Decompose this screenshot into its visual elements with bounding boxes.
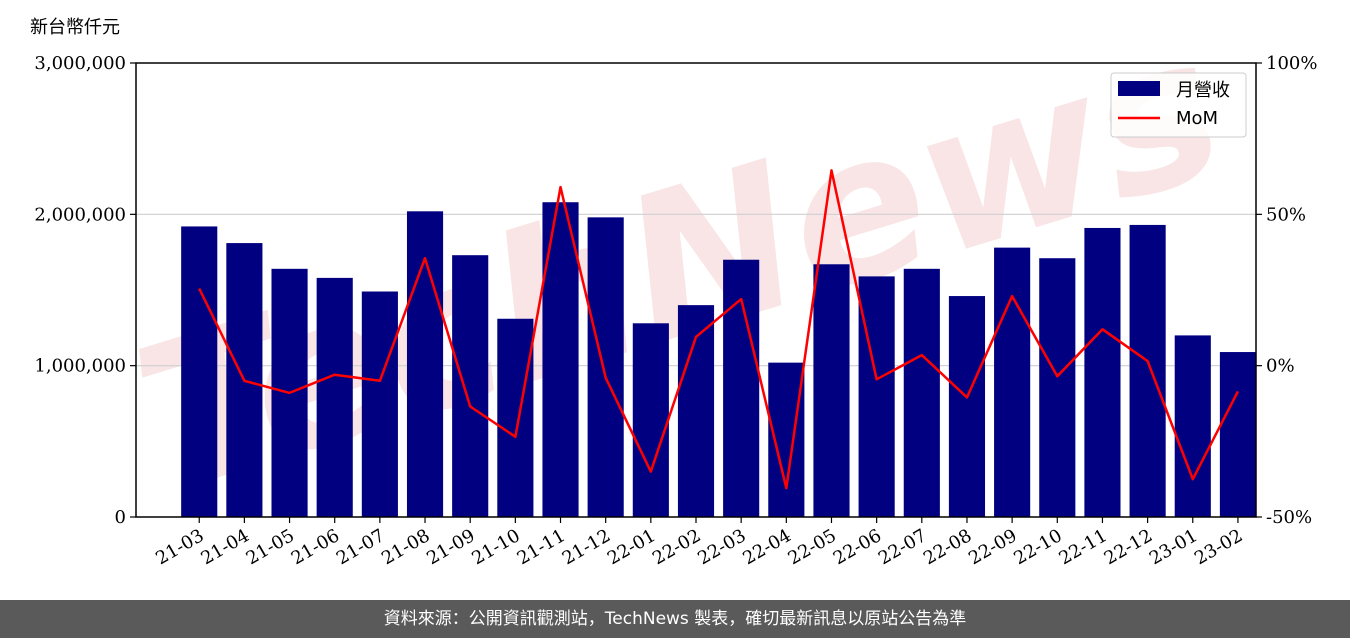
x-tick-label: 22-12 xyxy=(1101,525,1156,569)
x-tick-label: 22-04 xyxy=(739,525,794,569)
source-footer: 資料來源：公開資訊觀測站，TechNews 製表，確切最新訊息以原站公告為準 xyxy=(0,600,1350,638)
bar-22-05 xyxy=(813,264,850,517)
x-tick-label: 23-02 xyxy=(1191,525,1246,569)
x-tick-label: 22-05 xyxy=(785,525,840,569)
bar-22-10 xyxy=(1039,258,1076,517)
legend: 月營收 MoM xyxy=(1110,72,1247,138)
x-tick-label: 22-06 xyxy=(830,525,885,569)
left-axis-ticks: 0 1,000,000 2,000,000 3,000,000 xyxy=(34,53,136,528)
bar-21-09 xyxy=(452,255,489,517)
bar-22-06 xyxy=(858,276,895,517)
x-tick-label: 22-10 xyxy=(1010,525,1065,569)
bar-23-02 xyxy=(1219,352,1256,517)
right-tick-label: 0% xyxy=(1266,356,1295,377)
x-tick-label: 22-11 xyxy=(1056,525,1111,569)
x-tick-label: 22-09 xyxy=(965,525,1020,569)
bar-23-01 xyxy=(1174,335,1211,517)
right-tick-label: 100% xyxy=(1266,53,1317,74)
x-tick-label: 23-01 xyxy=(1146,525,1201,569)
bar-21-10 xyxy=(497,318,534,517)
legend-swatch-revenue xyxy=(1118,81,1160,96)
x-tick-label: 22-08 xyxy=(920,525,975,569)
bar-21-12 xyxy=(587,217,624,518)
x-tick-label: 21-12 xyxy=(559,525,614,569)
bar-21-06 xyxy=(316,277,353,517)
left-tick-label: 0 xyxy=(115,507,126,528)
x-tick-label: 21-07 xyxy=(333,525,388,569)
x-tick-label: 21-08 xyxy=(378,525,433,569)
x-tick-label: 21-04 xyxy=(197,525,252,569)
x-tick-label: 22-03 xyxy=(694,525,749,569)
bar-22-08 xyxy=(948,296,986,517)
x-axis-ticks: 21-0321-0421-0521-0621-0721-0821-0921-10… xyxy=(152,517,1246,569)
left-tick-label: 1,000,000 xyxy=(34,356,126,377)
right-axis-ticks: -50% 0% 50% 100% xyxy=(1256,53,1317,528)
bar-21-03 xyxy=(181,226,218,517)
legend-label-mom: MoM xyxy=(1176,108,1218,129)
mom-line xyxy=(198,169,1240,490)
x-tick-label: 21-06 xyxy=(288,525,343,569)
left-tick-label: 3,000,000 xyxy=(34,53,126,74)
mom-line-series xyxy=(198,169,1240,490)
bar-22-07 xyxy=(903,268,940,517)
right-tick-label: 50% xyxy=(1266,204,1306,225)
bar-22-12 xyxy=(1129,224,1166,517)
bar-22-11 xyxy=(1084,227,1121,517)
y-unit-label: 新台幣仟元 xyxy=(30,17,120,38)
x-tick-label: 21-10 xyxy=(468,525,523,569)
bar-21-11 xyxy=(542,202,579,517)
legend-label-revenue: 月營收 xyxy=(1176,80,1230,101)
x-tick-label: 22-02 xyxy=(649,525,704,569)
revenue-chart: TechNews 新台幣仟元 01,000,0002,000,0003,000,… xyxy=(30,0,1317,569)
bar-22-01 xyxy=(632,323,669,517)
x-tick-label: 22-01 xyxy=(604,525,659,569)
x-tick-label: 21-05 xyxy=(243,525,298,569)
bar-21-07 xyxy=(361,291,398,517)
left-tick-label: 2,000,000 xyxy=(34,204,126,225)
bar-22-09 xyxy=(994,247,1031,518)
right-tick-label: -50% xyxy=(1266,507,1312,528)
x-tick-label: 22-07 xyxy=(875,525,930,569)
x-tick-label: 21-09 xyxy=(423,525,478,569)
x-tick-label: 21-11 xyxy=(514,525,569,569)
